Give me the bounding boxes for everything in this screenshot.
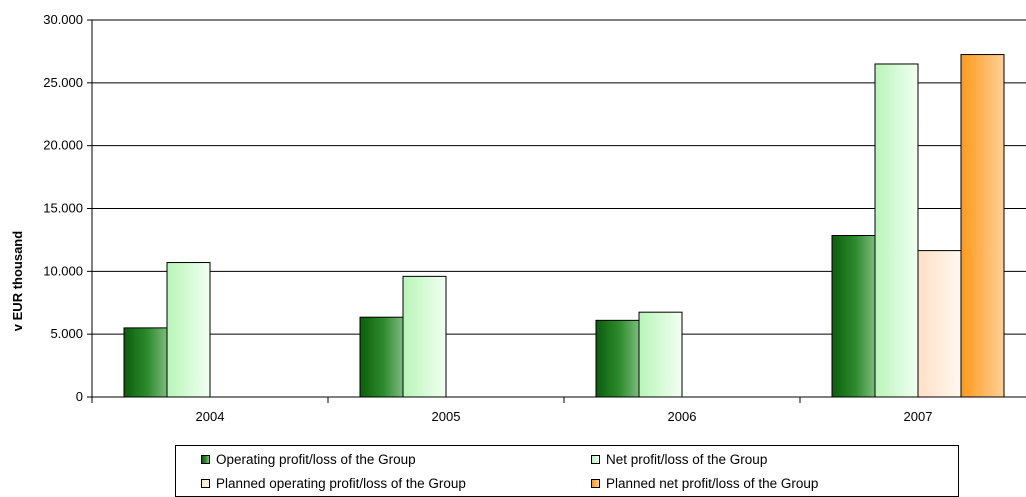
y-tick-label: 10.000 (43, 263, 83, 278)
y-tick-label: 20.000 (43, 138, 83, 153)
x-tick-label: 2004 (196, 409, 225, 424)
bar-2005-series-1 (402, 275, 447, 398)
legend-swatch-icon (591, 479, 600, 488)
legend-swatch-icon (591, 455, 600, 464)
bar-2004-series-1 (166, 262, 211, 398)
legend-item-planned-net-profit: Planned net profit/loss of the Group (591, 476, 818, 491)
x-tick-label: 2006 (668, 409, 697, 424)
y-tick-label: 0 (76, 389, 83, 404)
x-tick-label: 2007 (904, 409, 933, 424)
y-tick-label: 5.000 (50, 326, 83, 341)
bars (123, 54, 1005, 398)
legend-item-planned-operating-profit: Planned operating profit/loss of the Gro… (201, 476, 466, 491)
legend: Operating profit/loss of the Group Net p… (175, 445, 959, 497)
legend-item-operating-profit: Operating profit/loss of the Group (201, 452, 416, 467)
y-tick-label: 25.000 (43, 75, 83, 90)
bar-chart: 0 5.000 10.000 15.000 20.000 25.000 30.000 2004… (10, 12, 1026, 424)
legend-item-net-profit: Net profit/loss of the Group (591, 452, 767, 467)
legend-label: Operating profit/loss of the Group (216, 452, 416, 467)
bar-2007-series-2 (917, 250, 962, 398)
axes: 0 5.000 10.000 15.000 20.000 25.000 30.000 2004… (43, 12, 1026, 424)
x-tick-label: 2005 (432, 409, 461, 424)
bar-2006-series-1 (638, 311, 683, 398)
y-tick-label: 30.000 (43, 12, 83, 27)
y-axis-label: v EUR thousand (10, 231, 25, 331)
legend-swatch-icon (201, 455, 210, 464)
bar-2004-series-0 (123, 327, 168, 398)
legend-label: Net profit/loss of the Group (606, 452, 768, 467)
bar-2005-series-0 (359, 316, 404, 398)
bar-2007-series-0 (831, 235, 876, 398)
bar-2007-series-3 (960, 54, 1005, 398)
legend-swatch-icon (201, 479, 210, 488)
bar-2006-series-0 (595, 319, 640, 398)
legend-label: Planned net profit/loss of the Group (606, 476, 819, 491)
legend-label: Planned operating profit/loss of the Gro… (216, 476, 466, 491)
y-tick-label: 15.000 (43, 201, 83, 216)
bar-2007-series-1 (874, 63, 919, 398)
